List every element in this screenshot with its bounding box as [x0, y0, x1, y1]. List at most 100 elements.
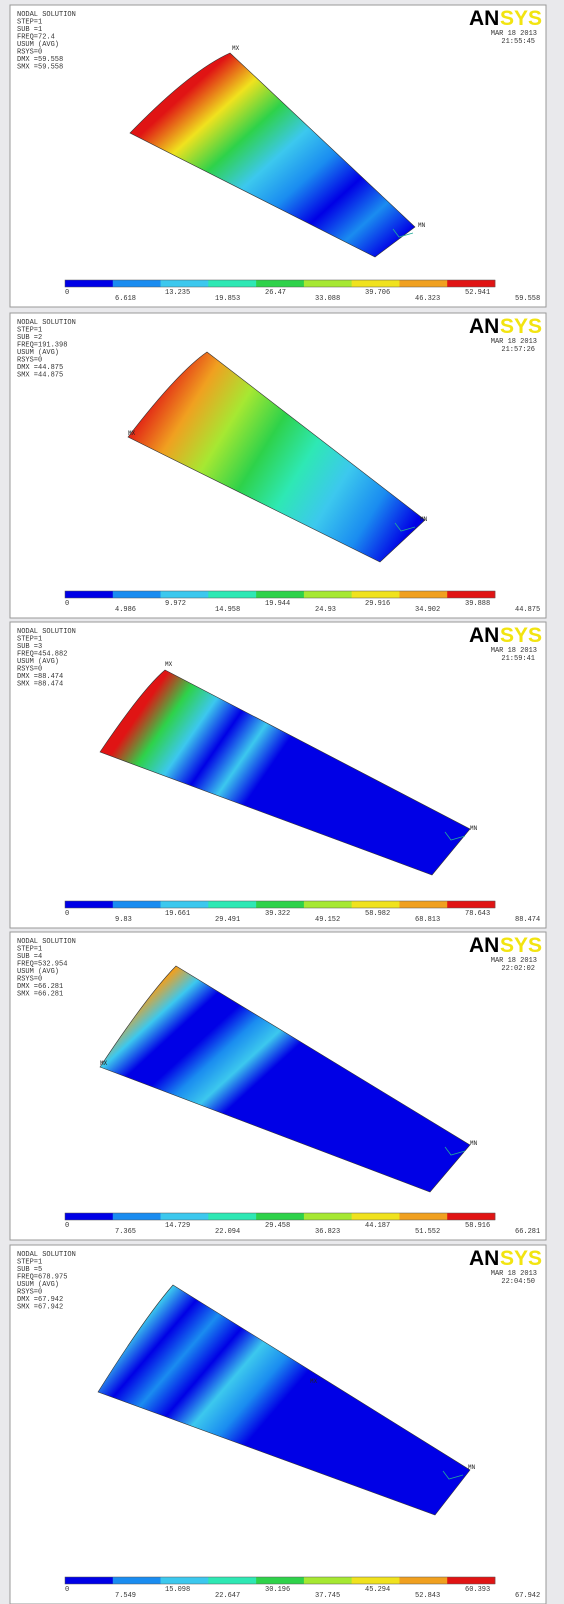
legend-swatch	[113, 1577, 161, 1584]
legend-label: 37.745	[315, 1592, 340, 1600]
legend-label: 33.088	[315, 295, 340, 303]
legend-label: 22.094	[215, 1228, 240, 1236]
legend-label: 51.552	[415, 1228, 440, 1236]
legend-label: 58.982	[365, 910, 390, 918]
legend-label: 88.474	[515, 916, 540, 924]
marker-mx: MX	[100, 1060, 108, 1067]
legend-swatch	[304, 280, 352, 287]
legend-label: 19.944	[265, 600, 290, 608]
time: 21:57:26	[501, 346, 535, 354]
legend-label: 66.281	[515, 1228, 540, 1236]
legend-swatch	[304, 1213, 352, 1220]
legend-label: 6.618	[115, 295, 136, 303]
logo-sys: SYS	[500, 934, 542, 957]
legend-label: 9.972	[165, 600, 186, 608]
page: {"panels": [ {"header": ["NODAL SOLUTION…	[0, 0, 564, 1604]
legend-label: 7.549	[115, 1592, 136, 1600]
panel: NODAL SOLUTIONSTEP=1SUB =3FREQ=454.882US…	[10, 622, 546, 928]
legend-swatch	[208, 1213, 256, 1220]
logo-an: AN	[469, 624, 499, 647]
legend-label: 22.647	[215, 1592, 240, 1600]
legend-label: 45.294	[365, 1586, 390, 1594]
legend-label: 0	[65, 910, 69, 918]
logo-sys: SYS	[500, 1247, 542, 1270]
date: MAR 18 2013	[491, 1270, 537, 1278]
date: MAR 18 2013	[491, 957, 537, 965]
legend-swatch	[161, 1213, 209, 1220]
legend-label: 19.853	[215, 295, 240, 303]
legend-label: 39.888	[465, 600, 490, 608]
legend-swatch	[352, 901, 400, 908]
legend-swatch	[256, 901, 304, 908]
legend-label: 29.916	[365, 600, 390, 608]
legend-label: 0	[65, 600, 69, 608]
marker-mx: MX	[165, 661, 173, 668]
legend-swatch	[399, 280, 447, 287]
legend-label: 52.941	[465, 289, 490, 297]
marker-mn: MN	[468, 1464, 476, 1471]
legend-swatch	[256, 591, 304, 598]
legend-swatch	[208, 901, 256, 908]
date: MAR 18 2013	[491, 338, 537, 346]
logo-sys: SYS	[500, 624, 542, 647]
header-line: SMX =66.281	[17, 991, 63, 999]
legend-swatch	[256, 1213, 304, 1220]
legend-swatch	[113, 1213, 161, 1220]
legend-label: 14.958	[215, 606, 240, 614]
legend-swatch	[447, 280, 495, 287]
legend-swatch	[352, 280, 400, 287]
marker-mn: MN	[420, 516, 428, 523]
legend-label: 36.823	[315, 1228, 340, 1236]
legend-swatch	[304, 591, 352, 598]
legend-label: 24.93	[315, 606, 336, 614]
legend-label: 59.558	[515, 295, 540, 303]
legend-label: 60.393	[465, 1586, 490, 1594]
header-line: SMX =88.474	[17, 681, 63, 689]
legend-swatch	[399, 901, 447, 908]
legend-label: 0	[65, 1586, 69, 1594]
legend-swatch	[208, 280, 256, 287]
legend-swatch	[352, 1577, 400, 1584]
time: 21:55:45	[501, 38, 535, 46]
marker-mx: MX	[232, 45, 240, 52]
logo-sys: SYS	[500, 7, 542, 30]
legend-label: 49.152	[315, 916, 340, 924]
header-line: SMX =59.558	[17, 64, 63, 72]
legend-swatch	[113, 591, 161, 598]
legend-label: 44.187	[365, 1222, 390, 1230]
legend-label: 52.843	[415, 1592, 440, 1600]
legend-label: 4.986	[115, 606, 136, 614]
legend-label: 44.875	[515, 606, 540, 614]
screenshot: NODAL SOLUTIONSTEP=1SUB =1FREQ=72.4USUM …	[0, 0, 564, 1604]
legend-swatch	[256, 1577, 304, 1584]
legend-label: 0	[65, 289, 69, 297]
legend-label: 68.813	[415, 916, 440, 924]
legend-label: 67.942	[515, 1592, 540, 1600]
legend-swatch	[447, 591, 495, 598]
logo-an: AN	[469, 315, 499, 338]
marker-mn: MN	[470, 825, 478, 832]
header-line: SMX =44.875	[17, 372, 63, 380]
legend-swatch	[399, 1213, 447, 1220]
legend-swatch	[65, 1213, 113, 1220]
legend-label: 19.661	[165, 910, 190, 918]
legend-label: 34.902	[415, 606, 440, 614]
legend-label: 7.365	[115, 1228, 136, 1236]
legend-swatch	[113, 280, 161, 287]
legend-swatch	[304, 901, 352, 908]
legend-swatch	[399, 1577, 447, 1584]
legend-label: 15.098	[165, 1586, 190, 1594]
legend-label: 39.322	[265, 910, 290, 918]
legend-label: 46.323	[415, 295, 440, 303]
legend-label: 14.729	[165, 1222, 190, 1230]
legend-swatch	[65, 591, 113, 598]
legend-swatch	[208, 591, 256, 598]
legend-swatch	[447, 1213, 495, 1220]
logo-sys: SYS	[500, 315, 542, 338]
time: 21:59:41	[501, 655, 535, 663]
time: 22:02:02	[501, 965, 535, 973]
legend-swatch	[161, 591, 209, 598]
legend-swatch	[161, 1577, 209, 1584]
